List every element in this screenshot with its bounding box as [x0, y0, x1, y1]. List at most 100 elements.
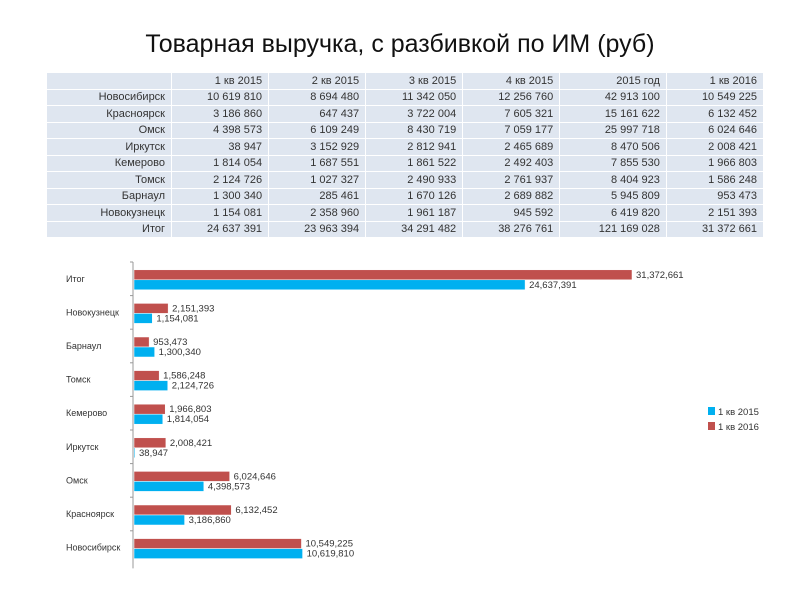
table-cell: 23 963 394 [268, 220, 367, 238]
category-label: Итог [66, 274, 85, 284]
data-label: 1,814,054 [167, 414, 209, 425]
table-cell: 1 961 187 [365, 204, 464, 222]
data-label: 2,124,726 [172, 381, 214, 392]
category-label: Новокузнецк [66, 307, 119, 317]
table-cell: 24 637 391 [170, 220, 270, 238]
table-cell: 7 605 321 [462, 105, 561, 123]
data-label: 6,132,452 [235, 505, 277, 516]
data-label: 1,154,081 [156, 313, 198, 324]
table-cell: 953 473 [665, 187, 765, 205]
data-label: 2,151,393 [172, 303, 214, 314]
table-row: Красноярск 3 186 860 647 437 3 722 004 7 605… [46, 105, 765, 123]
category-label: Новосибирск [66, 543, 120, 553]
table-cell: 2 465 689 [462, 138, 561, 156]
row-label: Красноярск [46, 105, 172, 123]
data-label: 38,947 [139, 448, 168, 459]
table-cell: 3 186 860 [170, 105, 270, 123]
bar [133, 269, 633, 281]
bar [133, 279, 526, 291]
table-cell: 2 689 882 [462, 187, 561, 205]
category-label: Барнаул [66, 341, 101, 351]
table-cell: 10 549 225 [665, 88, 765, 106]
table-cell: 11 342 050 [365, 88, 464, 106]
table-cell: 15 161 622 [559, 105, 667, 123]
revenue-table: 1 кв 2015 2 кв 2015 3 кв 2015 4 кв 2015 2015… [46, 72, 765, 238]
bar [133, 447, 136, 459]
row-label: Омск [46, 121, 172, 139]
table-cell: 1 586 248 [665, 171, 765, 189]
table-cell: 285 461 [268, 187, 367, 205]
table-cell: 8 430 719 [365, 121, 464, 139]
table-cell: 1 814 054 [170, 154, 270, 172]
category-label: Томск [66, 375, 90, 385]
table-row: Кемерово 1 814 054 1 687 551 1 861 522 2 492… [46, 154, 765, 172]
data-label: 31,372,661 [636, 270, 684, 281]
category-label: Красноярск [66, 509, 114, 519]
table-cell: 8 470 506 [559, 138, 667, 156]
legend-entry: 1 кв 2016 [718, 422, 759, 433]
table-cell: 647 437 [268, 105, 367, 123]
data-label: 6,024,646 [234, 471, 276, 482]
data-label: 10,549,225 [305, 539, 353, 550]
bar [133, 471, 230, 482]
legend-entry: 1 кв 2015 [718, 407, 759, 418]
table-cell: 1 670 126 [365, 187, 464, 205]
table-cell: 31 372 661 [665, 220, 765, 238]
table-row: Томск 2 124 726 1 027 327 2 490 933 2 761 93… [46, 171, 765, 189]
row-label: Барнаул [46, 187, 172, 205]
page-title: Товарная выручка, с разбивкой по ИМ (руб… [145, 30, 655, 58]
table-cell: 6 109 249 [268, 121, 367, 139]
table-cell: 1 861 522 [365, 154, 464, 172]
table-row: Итог 24 637 391 23 963 394 34 291 482 38 276… [46, 220, 765, 238]
table-cell: 2 492 403 [462, 154, 561, 172]
table-cell: 2 761 937 [462, 171, 561, 189]
category-label: Иркутск [66, 442, 99, 452]
data-label: 1,586,248 [163, 371, 205, 382]
bar [133, 538, 302, 549]
bar [133, 481, 205, 492]
category-label: Кемерово [66, 408, 107, 418]
legend-swatch [708, 422, 715, 430]
table-cell: 3 722 004 [365, 105, 464, 123]
bar [133, 437, 167, 449]
table-cell: 4 кв 2015 [462, 72, 561, 90]
data-label: 1,966,803 [169, 404, 211, 415]
table-row: Барнаул 1 300 340 285 461 1 670 126 2 689 88… [46, 187, 765, 205]
bar [133, 380, 168, 391]
bar [133, 336, 150, 348]
table-cell: 6 132 452 [665, 105, 765, 123]
bar [133, 403, 166, 415]
table-cell: 4 398 573 [170, 121, 270, 139]
table-cell: 121 169 028 [559, 220, 667, 238]
data-label: 24,637,391 [529, 280, 577, 291]
bar [133, 514, 185, 526]
table-cell: 10 619 810 [170, 88, 270, 106]
table-cell: 2 358 960 [268, 204, 367, 222]
bar [133, 413, 164, 425]
bar [133, 313, 153, 324]
table-cell: 1 154 081 [170, 204, 270, 222]
table-cell: 2015 год [559, 72, 667, 90]
table-cell: 42 913 100 [559, 88, 667, 106]
table-row: Новосибирск 10 619 810 8 694 480 11 342 050… [46, 88, 765, 106]
row-label: Кемерово [46, 154, 172, 172]
table-cell: 1 300 340 [170, 187, 270, 205]
table-cell: 1 966 803 [665, 154, 765, 172]
table-cell: 6 024 646 [665, 121, 765, 139]
table-cell: 1 кв 2016 [665, 72, 765, 90]
table-cell: 34 291 482 [365, 220, 464, 238]
table-cell: 3 152 929 [268, 138, 367, 156]
table-cell: 1 687 551 [268, 154, 367, 172]
bar [133, 303, 169, 314]
table-cell: 7 855 530 [559, 154, 667, 172]
data-label: 1,300,340 [159, 347, 201, 358]
table-cell: 2 124 726 [170, 171, 270, 189]
table-cell: 2 812 941 [365, 138, 464, 156]
table-cell: 8 694 480 [268, 88, 367, 106]
bar [133, 548, 303, 559]
table-cell: 38 276 761 [462, 220, 561, 238]
table-row: Омск 4 398 573 6 109 249 8 430 719 7 059 177… [46, 121, 765, 139]
data-label: 953,473 [153, 337, 187, 348]
table-cell: 6 419 820 [559, 204, 667, 222]
